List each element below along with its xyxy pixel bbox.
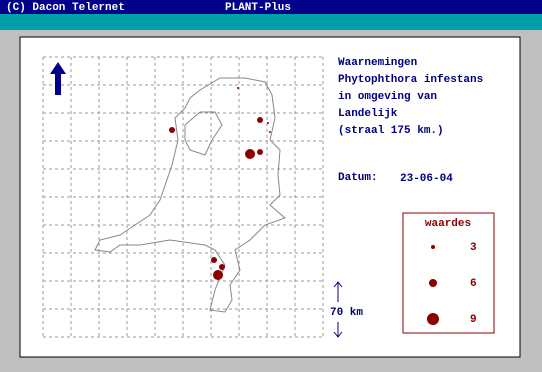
legend-label: 9 xyxy=(470,314,477,326)
date: 23-06-04 xyxy=(400,173,453,185)
scale-label: 70 km xyxy=(330,307,363,319)
info-line: (straal 175 km.) xyxy=(338,125,444,137)
scale-arrow xyxy=(333,281,343,338)
legend-label: 3 xyxy=(470,242,477,254)
title-bar xyxy=(0,0,542,14)
legend-dot xyxy=(431,245,435,249)
info-line: Phytophthora infestans xyxy=(338,74,483,86)
legend-dot xyxy=(427,313,439,325)
legend-dot xyxy=(429,279,437,287)
info-line: in omgeving van xyxy=(338,91,437,103)
info: Waarnemingen Phytophthora infestans in omg… xyxy=(338,57,483,137)
info-line: Landelijk xyxy=(338,108,398,120)
band xyxy=(0,14,542,30)
info-line: Waarnemingen xyxy=(338,57,417,69)
app-name: PLANT-Plus xyxy=(225,2,291,14)
legend-title: waardes xyxy=(425,218,471,230)
legend-box xyxy=(402,212,495,334)
observations xyxy=(169,87,271,280)
grid xyxy=(42,56,324,338)
north-arrow xyxy=(50,62,66,95)
legend: 3 6 9 xyxy=(427,242,477,326)
legend-label: 6 xyxy=(470,278,477,290)
country-outline xyxy=(94,77,286,313)
copyright: (C) Dacon Telernet xyxy=(6,2,125,14)
date-label: Datum: xyxy=(338,172,378,184)
